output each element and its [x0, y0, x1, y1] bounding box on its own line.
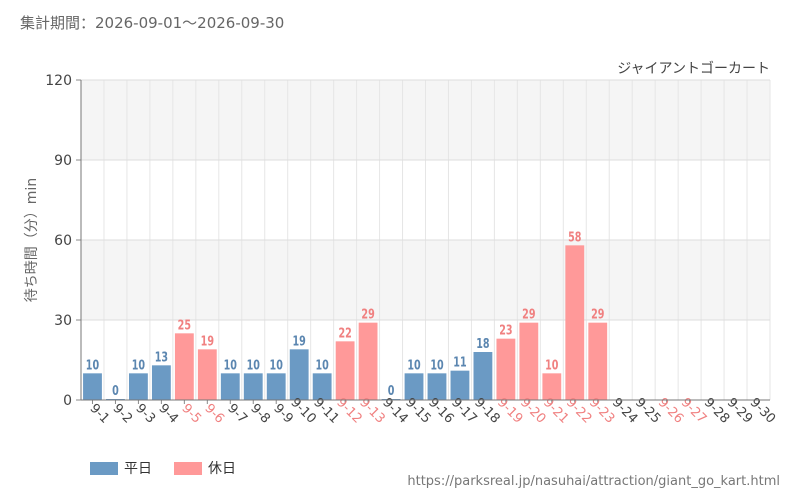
data-label: 10: [132, 357, 145, 372]
x-tick-label: 9-5: [178, 401, 204, 427]
bar: [129, 373, 148, 400]
data-label: 25: [178, 317, 191, 332]
x-tick-label: 9-6: [201, 401, 227, 427]
data-label: 10: [315, 357, 328, 372]
x-tick-label: 9-2: [110, 401, 136, 427]
data-label: 13: [155, 349, 168, 364]
y-tick-label: 0: [63, 393, 72, 409]
bar: [174, 333, 194, 400]
bar: [197, 349, 217, 400]
x-tick-label: 9-1: [87, 401, 113, 427]
bar: [565, 245, 585, 400]
data-label: 58: [568, 229, 581, 244]
x-tick-label: 9-4: [155, 401, 181, 427]
chart-title: ジャイアントゴーカート: [617, 60, 770, 77]
source-url: https://parksreal.jp/nasuhai/attraction/…: [407, 474, 780, 489]
data-label: 10: [224, 357, 237, 372]
legend-holiday: 休日: [174, 458, 236, 478]
bar: [450, 370, 470, 400]
bar: [473, 352, 493, 400]
data-label: 22: [338, 325, 351, 340]
bar: [588, 322, 608, 400]
data-label: 19: [201, 333, 214, 348]
bar: [519, 322, 539, 400]
bar: [335, 341, 355, 400]
bar: [404, 373, 424, 400]
data-label: 0: [112, 383, 119, 398]
legend-holiday-swatch: [174, 461, 202, 475]
data-label: 10: [545, 357, 558, 372]
y-tick-label: 120: [45, 73, 72, 89]
x-tick-label: 9-7: [224, 401, 250, 427]
bar: [542, 373, 562, 400]
data-label: 10: [86, 357, 99, 372]
bar: [427, 373, 447, 400]
bar: [151, 365, 171, 400]
y-axis-label: 待ち時間（分）min: [24, 178, 40, 302]
legend-holiday-label: 休日: [208, 461, 236, 477]
data-label: 29: [522, 307, 535, 322]
bar: [496, 338, 516, 400]
legend: 平日 休日: [90, 458, 258, 478]
legend-weekday: 平日: [90, 458, 152, 478]
x-tick-label: 9-8: [247, 401, 273, 427]
data-label: 10: [270, 357, 283, 372]
data-label: 10: [407, 357, 420, 372]
data-label: 18: [476, 336, 489, 351]
data-label: 0: [388, 383, 395, 398]
data-label: 23: [499, 323, 512, 338]
period-text: 集計期間：2026-09-01～2026-09-30: [20, 14, 285, 32]
bar: [358, 322, 378, 400]
bar: [83, 373, 102, 400]
bar: [266, 373, 286, 400]
data-label: 10: [430, 357, 443, 372]
legend-weekday-label: 平日: [124, 461, 152, 477]
data-label: 11: [453, 355, 466, 370]
bar: [243, 373, 263, 400]
bar: [220, 373, 240, 400]
y-tick-label: 90: [54, 153, 72, 169]
bar: [289, 349, 309, 400]
y-tick-label: 60: [54, 233, 72, 249]
data-label: 10: [247, 357, 260, 372]
data-label: 29: [361, 307, 374, 322]
y-tick-label: 30: [54, 313, 72, 329]
legend-weekday-swatch: [90, 461, 118, 475]
bar: [312, 373, 332, 400]
data-label: 19: [293, 333, 306, 348]
x-tick-label: 9-3: [132, 401, 158, 427]
data-label: 29: [591, 307, 604, 322]
